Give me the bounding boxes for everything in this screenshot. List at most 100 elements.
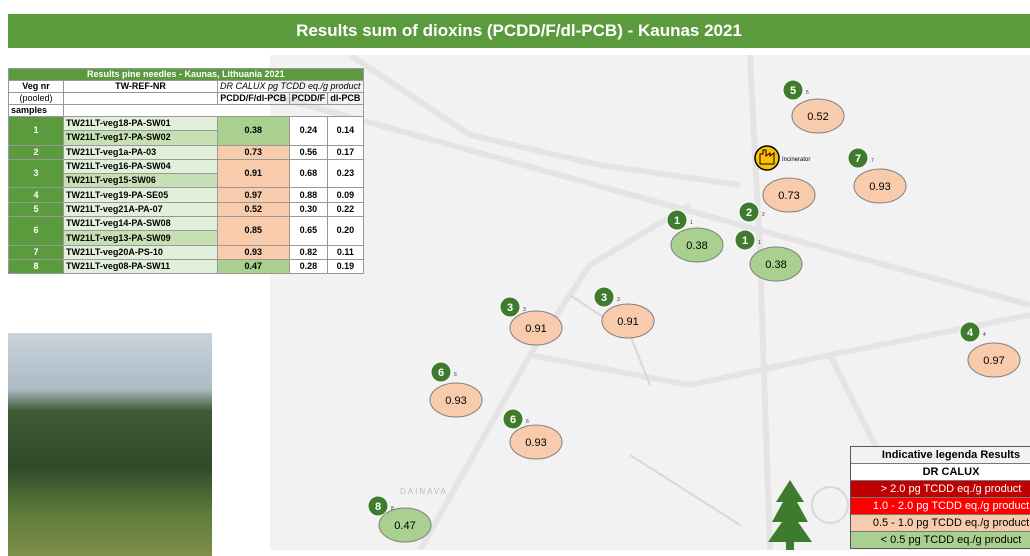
results-table: Results pine needles - Kaunas, Lithuania… [8,68,364,274]
number-small: 1 [758,240,761,246]
ref-cell: TW21LT-veg20A-PS-10 [64,245,218,259]
value-cell: 0.47 [218,259,290,273]
value-label: 0.52 [807,111,828,123]
veg-nr: 8 [9,259,64,273]
number-label: 3 [601,292,607,304]
value-label: 0.93 [869,181,890,193]
table-row: 3TW21LT-veg16-PA-SW040.910.680.23 [9,159,364,173]
number-small: 4 [983,332,986,338]
table-row: Results pine needles - Kaunas, Lithuania… [9,69,364,81]
ref-cell: TW21LT-veg21A-PA-07 [64,202,218,216]
value-cell: 0.30 [289,202,328,216]
number-label: 4 [967,327,974,339]
number-small: 6 [454,372,457,378]
legend-item: 0.5 - 1.0 pg TCDD eq./g product [851,514,1030,531]
ref-cell: TW21LT-veg15-SW06 [64,174,218,188]
ref-cell: TW21LT-veg17-PA-SW02 [64,131,218,145]
value-cell: 0.93 [218,245,290,259]
value-cell: 0.82 [289,245,328,259]
header-cell: PCDD/F [289,93,328,105]
table-row: Veg nrTW-REF-NRDR CALUX pg TCDD eq./g pr… [9,81,364,93]
table-row: (pooled)PCDD/F/dl-PCBPCDD/Fdl-PCB [9,93,364,105]
value-cell: 0.68 [289,159,328,188]
table-row: 5TW21LT-veg21A-PA-070.520.300.22 [9,202,364,216]
value-cell: 0.85 [218,217,290,246]
number-label: 1 [742,235,748,247]
value-cell: 0.56 [289,145,328,159]
value-cell: 0.11 [328,245,363,259]
number-small: 1 [690,220,693,226]
header-cell: Veg nr [9,81,64,93]
value-cell: 0.23 [328,159,363,188]
value-cell: 0.73 [218,145,290,159]
title: Results sum of dioxins (PCDD/F/dl-PCB) -… [8,14,1030,48]
legend-subtitle: DR CALUX [851,463,1030,480]
number-label: 7 [855,153,861,165]
value-cell: 0.19 [328,259,363,273]
veg-nr: 4 [9,188,64,202]
ref-cell: TW21LT-veg16-PA-SW04 [64,159,218,173]
number-small: 6 [526,419,529,425]
number-small: 5 [806,90,809,96]
header-cell: TW-REF-NR [64,81,218,93]
number-label: 2 [746,207,752,219]
value-label: 0.97 [983,355,1004,367]
value-label: 0.73 [778,190,799,202]
incinerator-label: Incinerator [782,157,810,163]
legend-item: 1.0 - 2.0 pg TCDD eq./g product [851,497,1030,514]
legend-item: > 2.0 pg TCDD eq./g product [851,480,1030,497]
ref-cell: TW21LT-veg18-PA-SW01 [64,117,218,131]
value-label: 0.38 [686,240,707,252]
number-small: 3 [617,297,620,303]
value-cell: 0.97 [218,188,290,202]
value-cell: 0.14 [328,117,363,146]
value-cell: 0.22 [328,202,363,216]
header-cell [64,93,218,105]
value-cell: 0.38 [218,117,290,146]
table-row: 2TW21LT-veg1a-PA-030.730.560.17 [9,145,364,159]
photo [8,333,212,556]
table-row: 1TW21LT-veg18-PA-SW010.380.240.14 [9,117,364,131]
value-cell: 0.20 [328,217,363,246]
number-label: 6 [510,414,516,426]
number-label: 1 [674,215,680,227]
value-cell: 0.91 [218,159,290,188]
header-cell: dl-PCB [328,93,363,105]
value-label: 0.93 [445,395,466,407]
number-label: 8 [375,501,381,513]
ref-cell: TW21LT-veg14-PA-SW08 [64,217,218,231]
number-label: 3 [507,302,513,314]
ref-cell: TW21LT-veg19-PA-SE05 [64,188,218,202]
value-label: 0.93 [525,437,546,449]
table-row: samples [9,105,364,117]
value-cell: 0.28 [289,259,328,273]
value-label: 0.91 [525,323,546,335]
ref-cell: TW21LT-veg08-PA-SW11 [64,259,218,273]
number-small: 8 [391,506,394,512]
veg-nr: 3 [9,159,64,188]
legend-item: < 0.5 pg TCDD eq./g product [851,531,1030,548]
veg-nr: 7 [9,245,64,259]
table-row: 6TW21LT-veg14-PA-SW080.850.650.20 [9,217,364,231]
legend-title: Indicative legenda Results [851,447,1030,463]
number-small: 3 [523,307,526,313]
number-label: 6 [438,367,444,379]
veg-nr: 1 [9,117,64,146]
slide: Results sum of dioxins (PCDD/F/dl-PCB) -… [0,0,1030,556]
value-label: 0.47 [394,520,415,532]
value-label: 0.91 [617,316,638,328]
ref-cell: TW21LT-veg1a-PA-03 [64,145,218,159]
number-small: 7 [871,158,874,164]
value-cell: 0.09 [328,188,363,202]
veg-nr: 2 [9,145,64,159]
ref-cell: TW21LT-veg13-PA-SW09 [64,231,218,245]
header-cell: samples [9,105,64,117]
value-cell: 0.17 [328,145,363,159]
value-cell: 0.24 [289,117,328,146]
header-cell: (pooled) [9,93,64,105]
incinerator-icon [755,146,779,170]
header-cell [64,105,364,117]
